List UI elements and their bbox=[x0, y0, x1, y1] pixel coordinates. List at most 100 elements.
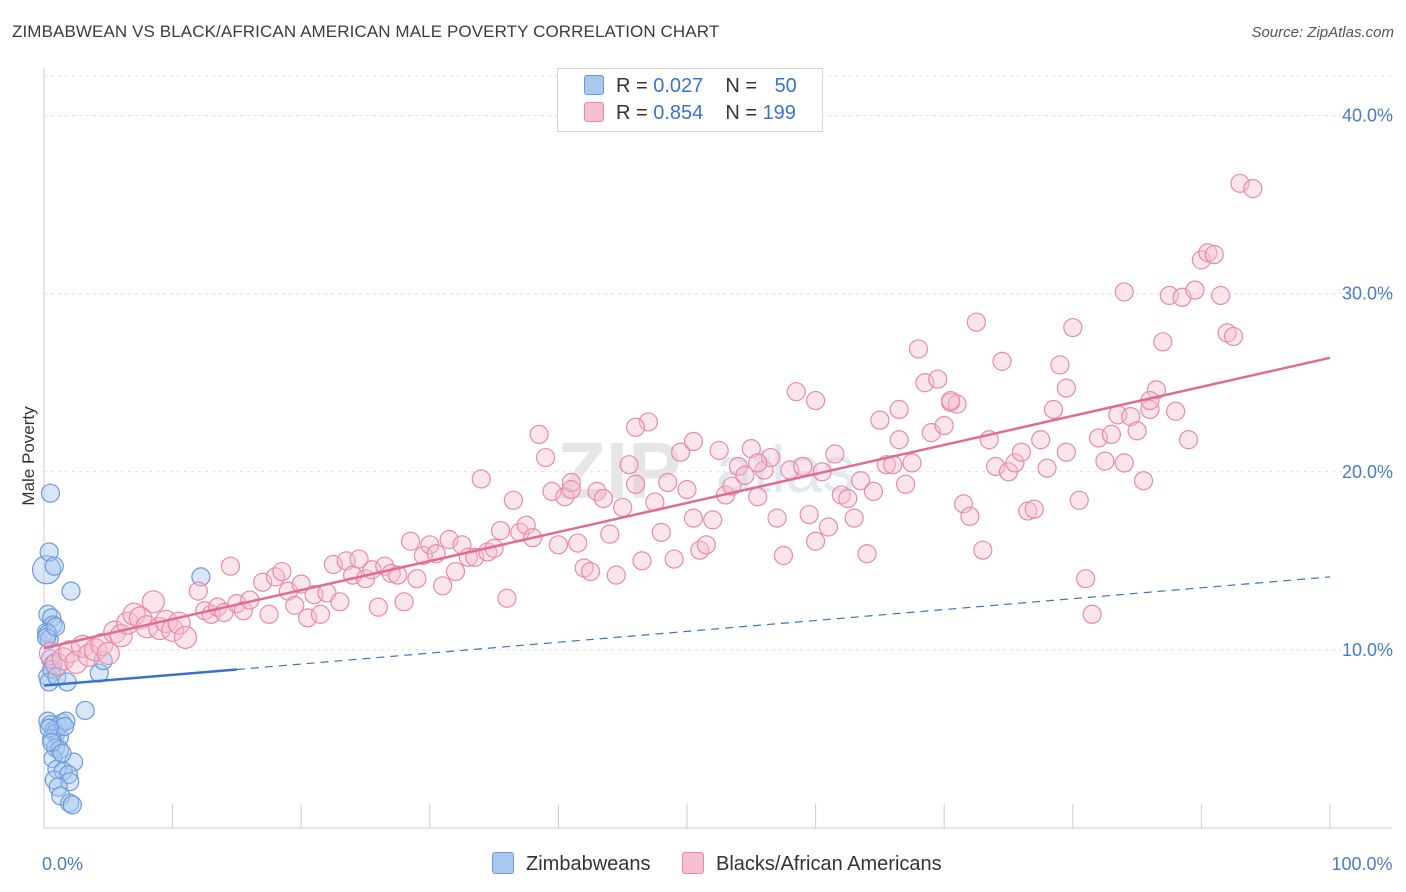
data-point bbox=[902, 453, 922, 473]
y-axis-label: Male Poverty bbox=[19, 406, 38, 506]
legend-n-value: 199 bbox=[762, 102, 796, 124]
data-point bbox=[516, 515, 536, 535]
legend-r-label: R = bbox=[616, 102, 654, 124]
data-point bbox=[580, 561, 601, 582]
data-point bbox=[43, 748, 63, 769]
data-point bbox=[773, 545, 794, 566]
data-point bbox=[445, 561, 466, 582]
data-point bbox=[1056, 442, 1076, 462]
data-point bbox=[748, 487, 768, 507]
data-point bbox=[818, 517, 839, 537]
data-point bbox=[1198, 243, 1218, 263]
data-point bbox=[349, 549, 369, 569]
data-point bbox=[253, 572, 273, 592]
data-point bbox=[799, 504, 819, 525]
data-point bbox=[805, 390, 826, 411]
data-point bbox=[62, 795, 82, 815]
data-point bbox=[1166, 401, 1186, 421]
data-point bbox=[265, 567, 286, 587]
data-point bbox=[786, 382, 806, 402]
data-point bbox=[173, 625, 198, 650]
data-point bbox=[793, 456, 813, 477]
y-tick-label: 20.0% bbox=[1342, 462, 1393, 482]
data-point bbox=[986, 456, 1006, 477]
legend-swatch-blue bbox=[584, 75, 604, 95]
data-point bbox=[1011, 442, 1031, 462]
trend-line-zimbabweans-projection bbox=[236, 576, 1331, 671]
data-point bbox=[259, 604, 279, 624]
data-point bbox=[1243, 179, 1263, 199]
data-point bbox=[44, 556, 64, 576]
data-point bbox=[1185, 280, 1205, 300]
data-point bbox=[1230, 173, 1250, 193]
data-point bbox=[690, 540, 710, 560]
data-point bbox=[857, 544, 877, 564]
chart-title: ZIMBABWEAN VS BLACK/AFRICAN AMERICAN MAL… bbox=[12, 22, 720, 41]
data-point bbox=[58, 640, 82, 664]
data-point bbox=[625, 417, 646, 437]
trend-layer bbox=[43, 356, 1331, 687]
data-point bbox=[75, 700, 95, 721]
data-point bbox=[889, 430, 909, 450]
data-point bbox=[863, 481, 884, 501]
grid-layer bbox=[44, 75, 1392, 651]
data-point bbox=[471, 469, 491, 489]
data-point bbox=[233, 601, 253, 621]
data-point bbox=[1204, 244, 1224, 265]
legend-r-value: 0.854 bbox=[653, 102, 704, 124]
data-point bbox=[1101, 424, 1121, 445]
data-point bbox=[1082, 604, 1102, 624]
bottom-legend-label: Zimbabweans bbox=[526, 853, 651, 875]
data-point bbox=[191, 567, 211, 587]
legend: R = 0.027 N = 50 R = 0.854 N = 199 bbox=[557, 68, 823, 132]
data-point bbox=[1146, 380, 1166, 400]
x-tick-label: 100.0% bbox=[1331, 854, 1392, 874]
data-point bbox=[439, 529, 459, 550]
watermark: ZIP bbox=[557, 426, 681, 515]
data-point bbox=[272, 561, 292, 582]
data-point bbox=[613, 497, 633, 518]
data-point bbox=[1024, 499, 1044, 519]
data-point bbox=[40, 483, 61, 503]
data-point bbox=[1069, 490, 1089, 510]
data-point bbox=[844, 508, 864, 528]
data-point bbox=[529, 424, 549, 445]
data-point bbox=[928, 369, 948, 389]
data-point bbox=[992, 351, 1012, 371]
data-point bbox=[54, 716, 75, 737]
axis-layer bbox=[43, 68, 1392, 829]
data-point bbox=[394, 592, 414, 612]
data-point bbox=[825, 444, 845, 464]
data-point bbox=[1211, 285, 1231, 306]
data-point bbox=[741, 439, 761, 459]
bottom-legend-blacks: Blacks/African Americans bbox=[682, 852, 942, 876]
data-point bbox=[141, 590, 165, 614]
data-point bbox=[490, 520, 511, 541]
data-point bbox=[606, 565, 626, 585]
data-point bbox=[625, 474, 646, 494]
data-point bbox=[805, 531, 826, 551]
data-point bbox=[703, 510, 723, 530]
legend-swatch-pink bbox=[584, 102, 604, 122]
data-point bbox=[58, 764, 79, 785]
data-point bbox=[889, 399, 909, 420]
data-point bbox=[677, 480, 697, 500]
data-point bbox=[568, 533, 588, 553]
data-point bbox=[96, 641, 120, 666]
legend-row-zimbabweans: R = 0.027 N = 50 bbox=[584, 75, 797, 101]
data-point bbox=[1095, 451, 1115, 471]
y-tick-label: 30.0% bbox=[1342, 284, 1393, 304]
data-point bbox=[1114, 453, 1134, 473]
data-point bbox=[934, 415, 954, 436]
data-point bbox=[433, 576, 453, 596]
data-point bbox=[535, 447, 556, 468]
data-point bbox=[670, 442, 691, 462]
data-point bbox=[1050, 355, 1070, 375]
data-point bbox=[542, 481, 562, 501]
data-point bbox=[593, 488, 614, 509]
data-point bbox=[1076, 569, 1096, 589]
data-point bbox=[941, 390, 961, 411]
data-point bbox=[368, 597, 388, 617]
data-point bbox=[966, 312, 986, 332]
